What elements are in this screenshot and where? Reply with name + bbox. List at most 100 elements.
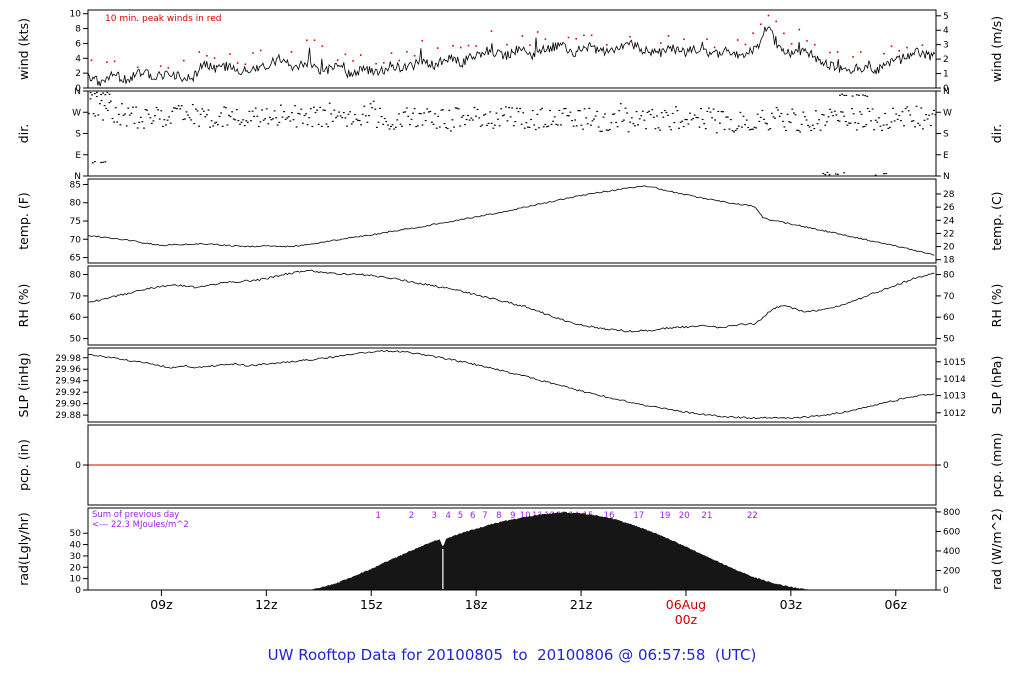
panel-pcp: 0 0 pcp. (in) pcp. (mm) — [16, 424, 1004, 506]
multi-panel-meteogram: 0 2 4 6 8 10 0 1 2 3 4 5 wind (kts) wind (m/s) 10 min.… — [16, 9, 1004, 627]
x-tick-label: 12z — [255, 597, 278, 612]
y-tick-label-right: 800 — [943, 508, 960, 518]
axis-label-right: temp. (C) — [989, 191, 1004, 250]
y-tick-label-right: 0 — [943, 586, 949, 596]
wind-peak-dots — [90, 14, 924, 69]
wind-direction-dots — [88, 91, 936, 176]
y-tick-label-right: 1014 — [943, 375, 966, 385]
y-tick-label-left: 29.92 — [55, 388, 81, 398]
y-tick-label-right: 1 — [943, 70, 949, 80]
y-tick-label-right: 80 — [943, 271, 955, 281]
rad-milestone-label: 20 — [679, 511, 690, 521]
y-tick-label-left: 6 — [75, 39, 81, 49]
slp-series — [88, 349, 935, 420]
slp-line — [88, 349, 935, 420]
y-tick-label-left: 50 — [70, 529, 82, 539]
y-tick-label-right: 400 — [943, 547, 960, 557]
axis-label-left: dir. — [16, 124, 31, 143]
y-tick-label-left: 80 — [70, 199, 82, 209]
panel-frame — [87, 347, 937, 423]
x-tick-label: 21z — [570, 597, 593, 612]
y-tick-label-right: 0 — [943, 461, 949, 471]
wind-series — [88, 14, 936, 87]
y-tick-label-right: 1013 — [943, 392, 966, 402]
panel-frame — [87, 265, 937, 346]
y-tick-label-right: N — [943, 87, 950, 97]
panel-frame — [87, 90, 937, 177]
axis-label-left: rad(Lgly/hr) — [16, 512, 31, 586]
rad-milestone-label: 3 — [431, 511, 436, 521]
y-tick-label-left: 2 — [75, 69, 81, 79]
panel-frame — [87, 178, 937, 264]
rad-milestone-label: 7 — [482, 511, 487, 521]
panel-rh: 50 60 70 80 50 60 70 80 RH (%) RH (%) — [16, 265, 1004, 346]
y-tick-label-right: 3 — [943, 41, 949, 51]
axis-label-right: SLP (hPa) — [989, 356, 1004, 415]
y-tick-label-left: 29.88 — [55, 411, 81, 421]
y-tick-label-right: 4 — [943, 26, 949, 36]
dir-series — [88, 91, 936, 176]
x-tick-label: 18z — [465, 597, 488, 612]
axis-label-left: temp. (F) — [16, 192, 31, 250]
y-tick-label-left: N — [74, 172, 81, 182]
wind-line — [88, 26, 936, 87]
y-tick-label-right: 2 — [943, 55, 949, 65]
panel-wind: 0 2 4 6 8 10 0 1 2 3 4 5 wind (kts) wind (m/s) 10 min.… — [16, 9, 1004, 94]
y-tick-label-right: 70 — [943, 292, 955, 302]
y-tick-label-left: 20 — [70, 563, 82, 573]
y-tick-label-right: 5 — [943, 12, 949, 22]
rad-milestone-label: 9 — [510, 511, 515, 521]
y-tick-label-right: 600 — [943, 527, 960, 537]
y-tick-label-right: 1015 — [943, 358, 966, 368]
rh-line — [88, 269, 935, 333]
y-tick-label-right: S — [943, 130, 949, 140]
y-tick-label-left: S — [75, 130, 81, 140]
y-tick-label-left: 29.90 — [55, 400, 81, 410]
y-tick-label-left: 8 — [75, 25, 81, 35]
y-tick-label-right: 50 — [943, 335, 955, 345]
rad-milestone-label: 19 — [660, 511, 671, 521]
y-tick-label-left: 40 — [70, 541, 82, 551]
y-tick-label-left: 85 — [70, 180, 81, 190]
rh-series — [88, 269, 935, 333]
rad-milestone-label: 6 — [470, 511, 475, 521]
axis-label-left: pcp. (in) — [16, 439, 31, 491]
x-tick-label: 06z — [885, 597, 908, 612]
y-tick-label-right: 0 — [943, 84, 949, 94]
rad-milestone-label: 8 — [496, 511, 501, 521]
y-tick-label-left: 75 — [70, 217, 81, 227]
rad-sum-value: <--- 22.3 MJoules/m^2 — [92, 520, 189, 530]
axis-label-right: pcp. (mm) — [989, 433, 1004, 498]
x-tick-label: 09z — [150, 597, 173, 612]
y-tick-label-left: 0 — [75, 84, 81, 94]
rad-milestone-label: 5 — [458, 511, 463, 521]
y-tick-label-right: W — [943, 108, 952, 118]
rad-milestone-label: 21 — [702, 511, 713, 521]
axis-label-right: RH (%) — [989, 284, 1004, 328]
y-tick-label-left: 0 — [75, 586, 81, 596]
y-tick-label-left: 70 — [70, 235, 82, 245]
y-tick-label-left: 60 — [70, 313, 82, 323]
axis-label-right: rad (W/m^2) — [989, 508, 1004, 590]
temp-line — [88, 185, 935, 256]
y-tick-label-right: 18 — [943, 256, 955, 266]
y-tick-label-left: N — [74, 87, 81, 97]
y-tick-label-right: 26 — [943, 203, 955, 213]
axis-label-left: RH (%) — [16, 284, 31, 328]
rad-milestone-label: 4 — [445, 511, 450, 521]
axis-label-right: dir. — [989, 124, 1004, 143]
panel-temp: 65 70 75 80 85 18 20 22 24 26 28 temp. (F) temp. (C) — [16, 178, 1004, 266]
y-tick-label-right: 60 — [943, 313, 955, 323]
rad-sum-note: Sum of previous day — [92, 510, 179, 520]
y-tick-label-right: 1012 — [943, 409, 966, 419]
y-tick-label-left: 29.96 — [55, 365, 81, 375]
y-tick-label-right: 28 — [943, 190, 955, 200]
temp-series — [88, 185, 935, 256]
axis-label-right: wind (m/s) — [989, 16, 1004, 82]
y-tick-label-left: 10 — [70, 575, 82, 585]
rad-milestone-label: 17 — [633, 511, 644, 521]
y-tick-label-right: 24 — [943, 216, 955, 226]
y-tick-label-left: 0 — [75, 461, 81, 471]
